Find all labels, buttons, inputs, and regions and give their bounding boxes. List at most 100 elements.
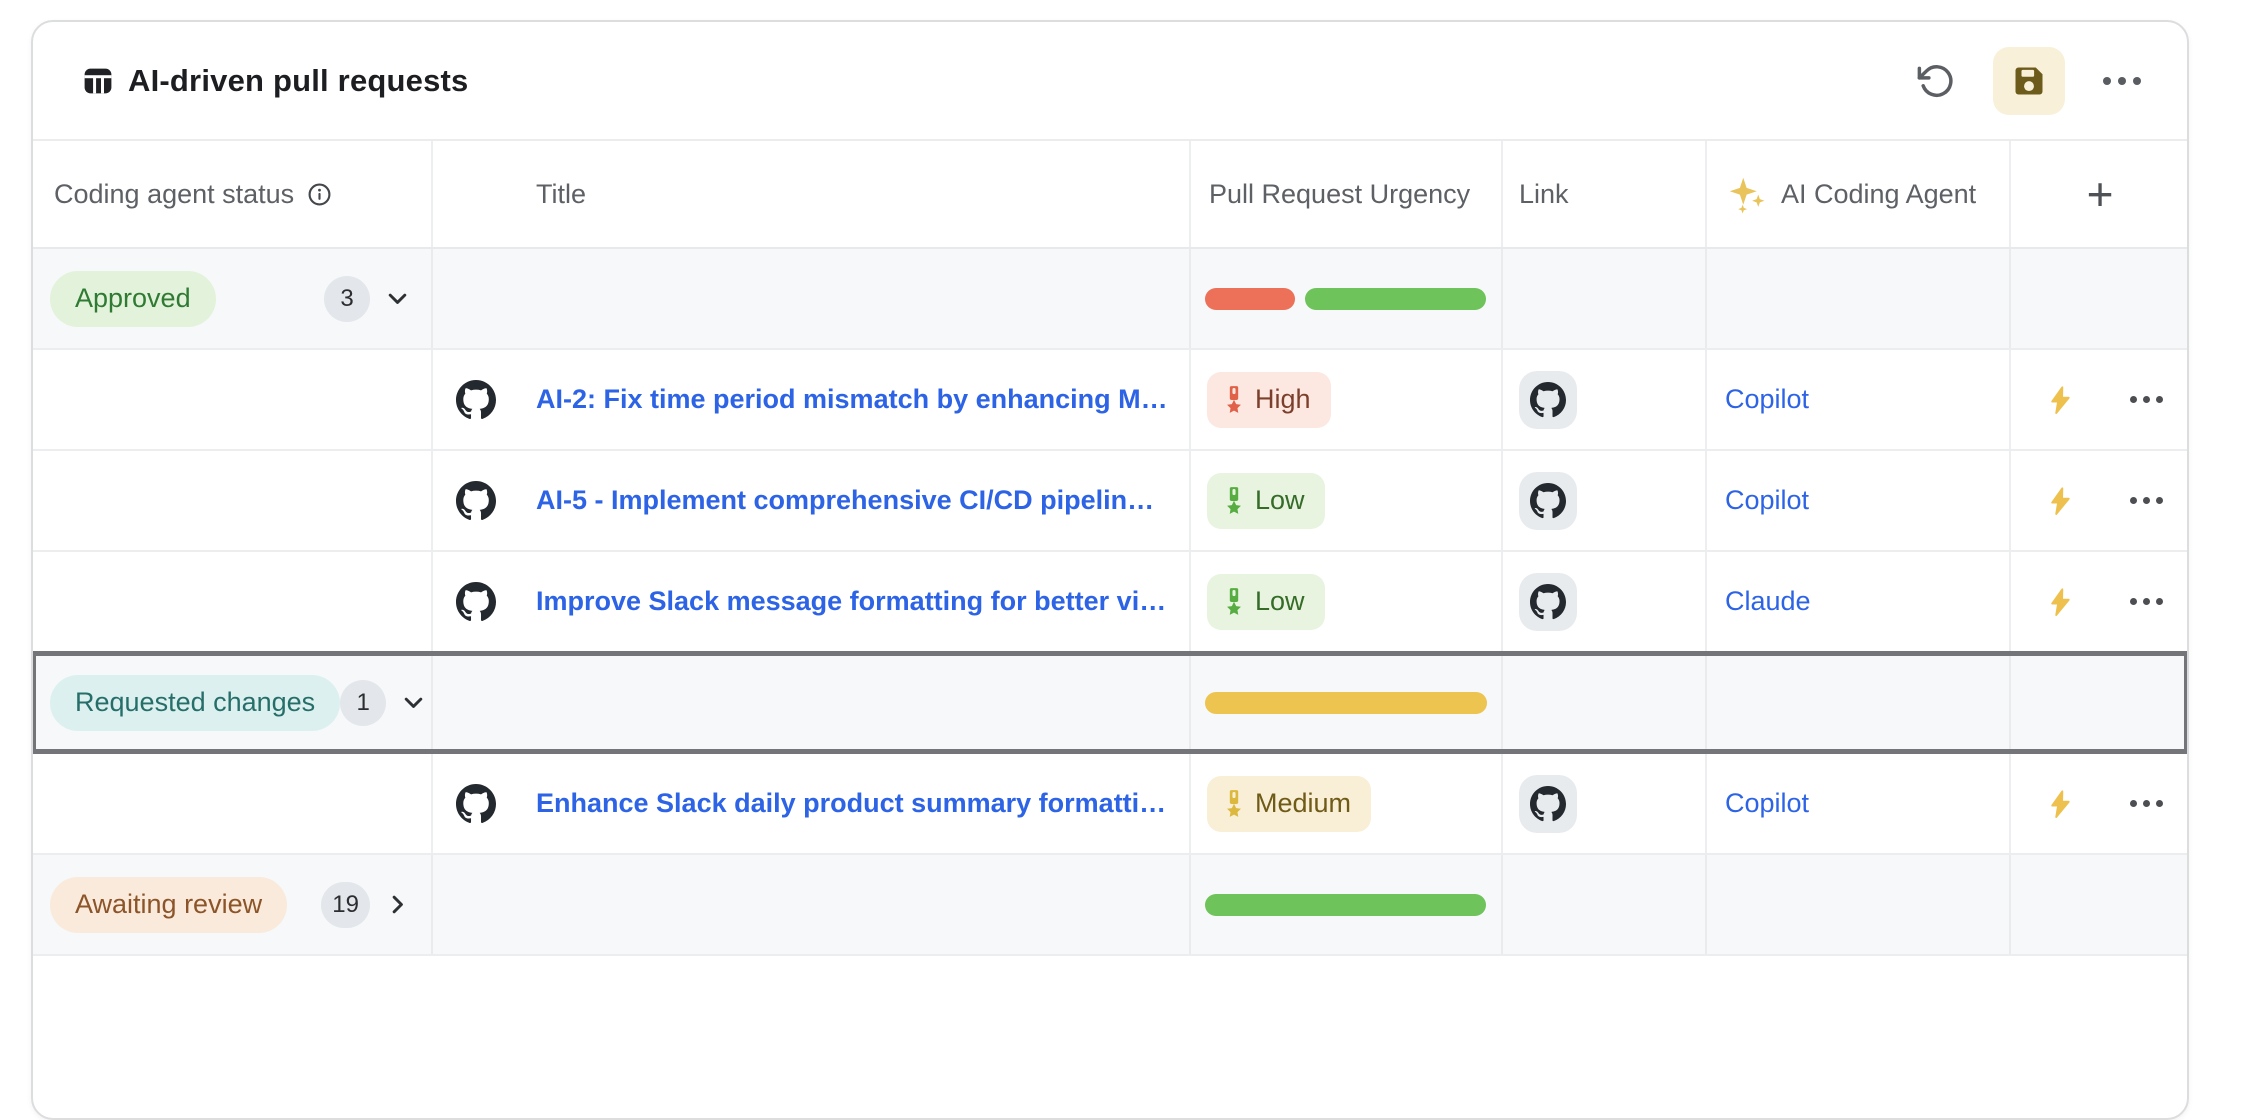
group-count-badge: 3: [324, 275, 370, 322]
group-status-cell: Awaiting review 19: [33, 855, 433, 954]
row-title-link[interactable]: Enhance Slack daily product summary form…: [536, 788, 1167, 818]
save-icon: [2015, 67, 2043, 94]
row-agent-cell: Copilot: [1707, 350, 2011, 449]
automation-button[interactable]: [2039, 782, 2083, 826]
group-count-badge: 19: [321, 881, 370, 928]
group-count-wrap: 1: [340, 679, 427, 726]
group-header-row[interactable]: Requested changes 1: [33, 651, 2187, 754]
group-link-cell: [1503, 653, 1707, 752]
column-header-link[interactable]: Link: [1503, 141, 1707, 247]
agent-link[interactable]: Copilot: [1725, 788, 1810, 818]
save-button[interactable]: [1993, 46, 2065, 115]
github-icon: [1530, 381, 1566, 417]
ellipsis-icon: [2103, 76, 2141, 85]
agent-link[interactable]: Copilot: [1725, 485, 1810, 515]
urgency-badge[interactable]: Low: [1207, 472, 1325, 529]
row-link-cell: [1503, 451, 1707, 550]
group-count-wrap: 19: [321, 881, 411, 928]
row-agent-cell: Copilot: [1707, 754, 2011, 853]
row-actions-cell: [2011, 451, 2187, 550]
row-link-cell: [1503, 552, 1707, 651]
collapse-toggle[interactable]: [384, 891, 411, 918]
urgency-bar-segment: [1205, 287, 1295, 310]
link-github-button[interactable]: [1519, 471, 1577, 530]
urgency-badge[interactable]: High: [1207, 371, 1331, 428]
undo-button[interactable]: [1911, 56, 1961, 106]
github-icon: [456, 480, 496, 520]
github-icon-wrap: [456, 581, 496, 622]
sparkle-icon: [1729, 177, 1765, 214]
automation-button[interactable]: [2039, 479, 2083, 523]
row-menu-button[interactable]: [2130, 396, 2163, 403]
info-icon[interactable]: [306, 181, 333, 208]
row-menu-button[interactable]: [2130, 598, 2163, 605]
agent-link[interactable]: Claude: [1725, 586, 1811, 616]
row-menu-button[interactable]: [2130, 497, 2163, 504]
group-title-cell: [433, 249, 1191, 348]
group-agent-cell: [1707, 249, 2011, 348]
group-count-badge: 1: [340, 679, 387, 726]
urgency-summary-bar: [1191, 691, 1487, 714]
row-title-link[interactable]: AI-2: Fix time period mismatch by enhanc…: [536, 384, 1168, 414]
agent-link[interactable]: Copilot: [1725, 384, 1810, 414]
group-count-wrap: 3: [324, 275, 411, 322]
table-row: AI-5 - Implement comprehensive CI/CD pip…: [33, 451, 2187, 552]
github-icon: [1530, 583, 1566, 619]
github-icon: [1530, 482, 1566, 518]
row-status-cell: [33, 350, 433, 449]
expand-toggle[interactable]: [400, 689, 427, 716]
row-menu-button[interactable]: [2130, 800, 2163, 807]
status-pill: Requested changes: [50, 674, 341, 731]
link-github-button[interactable]: [1519, 572, 1577, 631]
row-title-cell: AI-2: Fix time period mismatch by enhanc…: [433, 350, 1191, 449]
row-title-link[interactable]: AI-5 - Implement comprehensive CI/CD pip…: [536, 485, 1155, 515]
urgency-bar-segment: [1205, 691, 1487, 714]
lightning-icon: [2051, 587, 2070, 616]
group-add-cell: [2011, 249, 2187, 348]
table-body: Approved 3 AI-2: Fix time period mismatch …: [33, 249, 2187, 956]
row-status-cell: [33, 754, 433, 853]
row-urgency-cell: Low: [1191, 552, 1503, 651]
row-link-cell: [1503, 350, 1707, 449]
group-header-row[interactable]: Awaiting review 19: [33, 855, 2187, 956]
column-header-title[interactable]: Title: [433, 141, 1191, 247]
group-link-cell: [1503, 249, 1707, 348]
urgency-badge[interactable]: Medium: [1207, 775, 1372, 832]
row-urgency-cell: Medium: [1191, 754, 1503, 853]
column-header-agent[interactable]: AI Coding Agent: [1707, 141, 2011, 247]
expand-toggle[interactable]: [384, 285, 411, 312]
add-column-button[interactable]: +: [2086, 168, 2114, 220]
row-status-cell: [33, 552, 433, 651]
row-title-link[interactable]: Improve Slack message formatting for bet…: [536, 586, 1167, 616]
medal-icon: [1227, 790, 1241, 817]
automation-button[interactable]: [2039, 580, 2083, 624]
row-link-cell: [1503, 754, 1707, 853]
link-github-button[interactable]: [1519, 774, 1577, 833]
more-button[interactable]: [2097, 71, 2147, 91]
column-header-row: Coding agent status Title Pull Request U…: [33, 141, 2187, 249]
urgency-badge[interactable]: Low: [1207, 573, 1325, 630]
github-icon: [1530, 785, 1566, 821]
group-urgency-cell: [1191, 855, 1503, 954]
table-row: AI-2: Fix time period mismatch by enhanc…: [33, 350, 2187, 451]
status-pill: Approved: [50, 270, 216, 327]
group-urgency-cell: [1191, 653, 1503, 752]
link-github-button[interactable]: [1519, 370, 1577, 429]
title-wrap: AI-driven pull requests: [83, 63, 469, 99]
group-header-row[interactable]: Approved 3: [33, 249, 2187, 350]
group-add-cell: [2011, 653, 2187, 752]
urgency-label: High: [1255, 384, 1311, 414]
urgency-summary-bar: [1191, 287, 1486, 310]
lightning-icon: [2051, 789, 2070, 818]
row-urgency-cell: High: [1191, 350, 1503, 449]
row-actions-cell: [2011, 552, 2187, 651]
column-header-urgency[interactable]: Pull Request Urgency: [1191, 141, 1503, 247]
github-icon-wrap: [456, 783, 496, 824]
column-header-status[interactable]: Coding agent status: [33, 141, 433, 247]
automation-button[interactable]: [2039, 378, 2083, 422]
row-agent-cell: Copilot: [1707, 451, 2011, 550]
row-actions-cell: [2011, 350, 2187, 449]
medal-icon: [1227, 487, 1241, 514]
urgency-label: Medium: [1255, 788, 1352, 818]
status-pill: Awaiting review: [50, 876, 288, 933]
